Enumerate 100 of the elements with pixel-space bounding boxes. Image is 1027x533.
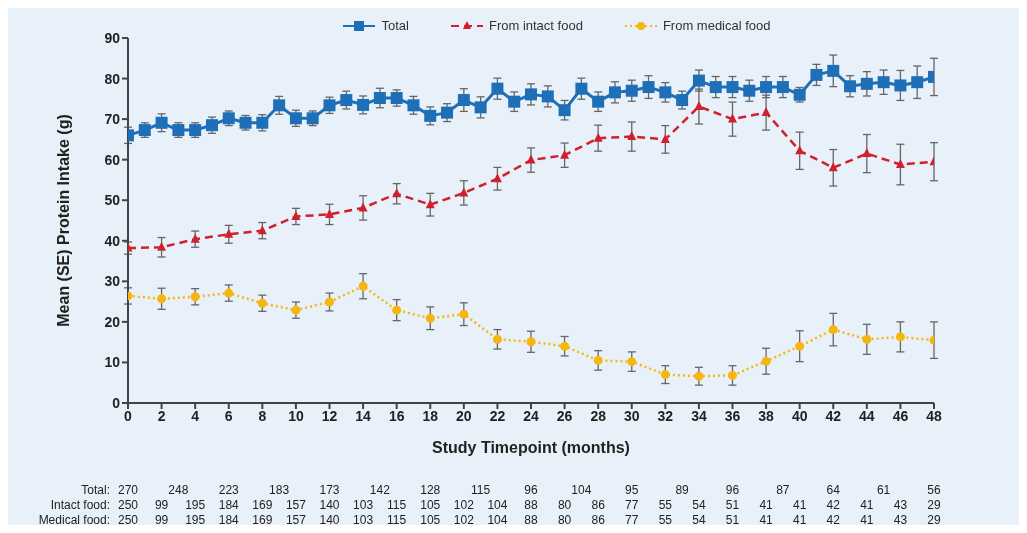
x-tick-label: 28 (590, 407, 607, 424)
point (357, 98, 370, 111)
point (425, 313, 435, 323)
point (828, 325, 838, 335)
text: Intact food: 250 99 195 184 169 157 140 103 115 105 102 104 88 80 86 77 55 54 51 41 41 42 41 43 29 (50, 498, 941, 512)
x-tick-label: 8 (258, 407, 267, 424)
y-tick-label: 60 (104, 151, 121, 168)
point (694, 371, 704, 381)
x-tick-label: 22 (489, 407, 506, 424)
point (660, 370, 670, 380)
point (776, 81, 789, 94)
y-tick-label: 20 (104, 313, 121, 330)
y-tick-label: 0 (112, 394, 121, 411)
point (676, 94, 689, 107)
y-tick-label: 90 (104, 29, 121, 46)
point (457, 94, 470, 107)
point (560, 341, 570, 351)
legend-label: From medical food (662, 18, 771, 33)
x-tick-label: 26 (556, 407, 573, 424)
point (392, 305, 402, 315)
legend-label: Total (381, 18, 409, 33)
x-tick-label: 24 (523, 407, 539, 424)
point (860, 77, 873, 90)
y-tick-label: 80 (104, 70, 121, 87)
x-tick-label: 40 (791, 407, 808, 424)
point (358, 281, 368, 291)
point (291, 305, 301, 315)
point (157, 294, 167, 304)
point (257, 225, 267, 235)
point (761, 107, 771, 117)
point (862, 334, 872, 344)
point (273, 99, 286, 112)
point (728, 113, 737, 123)
x-tick-label: 30 (623, 407, 640, 424)
point (407, 99, 420, 112)
point (424, 109, 437, 122)
x-tick-label: 10 (288, 407, 304, 424)
point (795, 341, 805, 351)
text: Medical food: 250 99 195 184 169 157 140 103 115 105 102 104 88 80 86 77 55 54 51 41 41 42 41 43 29 (38, 513, 941, 527)
point (608, 86, 621, 99)
point (625, 84, 638, 97)
point (911, 76, 924, 89)
point (894, 79, 907, 92)
point (660, 133, 670, 143)
x-tick-label: 32 (657, 407, 674, 424)
point (575, 82, 588, 95)
x-tick-label: 0 (124, 407, 133, 424)
point (592, 95, 605, 108)
point (526, 154, 536, 164)
y-tick-label: 30 (104, 273, 121, 290)
point (558, 104, 571, 117)
x-tick-label: 48 (926, 407, 942, 424)
point (325, 297, 334, 307)
legend-label: From intact food (488, 18, 583, 33)
x-tick-label: 18 (422, 407, 439, 424)
point (560, 149, 570, 159)
x-tick-label: 34 (691, 407, 707, 424)
x-tick-label: 44 (859, 407, 875, 424)
point (190, 292, 200, 302)
point (593, 355, 603, 365)
point (325, 208, 334, 218)
point (877, 76, 890, 89)
point (743, 84, 756, 97)
x-tick-label: 20 (456, 407, 472, 424)
point (474, 101, 487, 114)
point (728, 370, 737, 380)
point (541, 90, 554, 103)
point (257, 298, 267, 308)
point (827, 64, 840, 77)
point (291, 210, 301, 220)
point (525, 88, 537, 101)
x-tick-label: 42 (825, 407, 842, 424)
y-tick-label: 50 (104, 192, 121, 209)
x-tick-label: 38 (758, 407, 775, 424)
y-axis-title: Mean (SE) Protein Intake (g) (54, 114, 72, 327)
x-tick-label: 36 (724, 407, 741, 424)
point (441, 106, 454, 119)
point (895, 159, 905, 169)
x-tick-label: 16 (388, 407, 405, 424)
point (810, 68, 823, 81)
point (508, 95, 521, 108)
point (694, 101, 704, 111)
point (627, 357, 637, 367)
x-axis-title: Study Timepoint (months) (432, 439, 630, 456)
y-tick-label: 40 (104, 232, 121, 249)
x-tick-label: 2 (157, 407, 166, 424)
point (459, 309, 469, 319)
point (224, 228, 234, 238)
point (709, 81, 722, 94)
point (224, 288, 234, 298)
y-tick-label: 10 (104, 354, 121, 371)
x-tick-label: 46 (892, 407, 909, 424)
x-tick-label: 6 (224, 407, 233, 424)
point (155, 116, 168, 129)
point (593, 132, 603, 142)
point (340, 94, 353, 107)
point (492, 173, 502, 183)
point (491, 82, 504, 95)
point (492, 334, 502, 344)
point (726, 81, 739, 94)
